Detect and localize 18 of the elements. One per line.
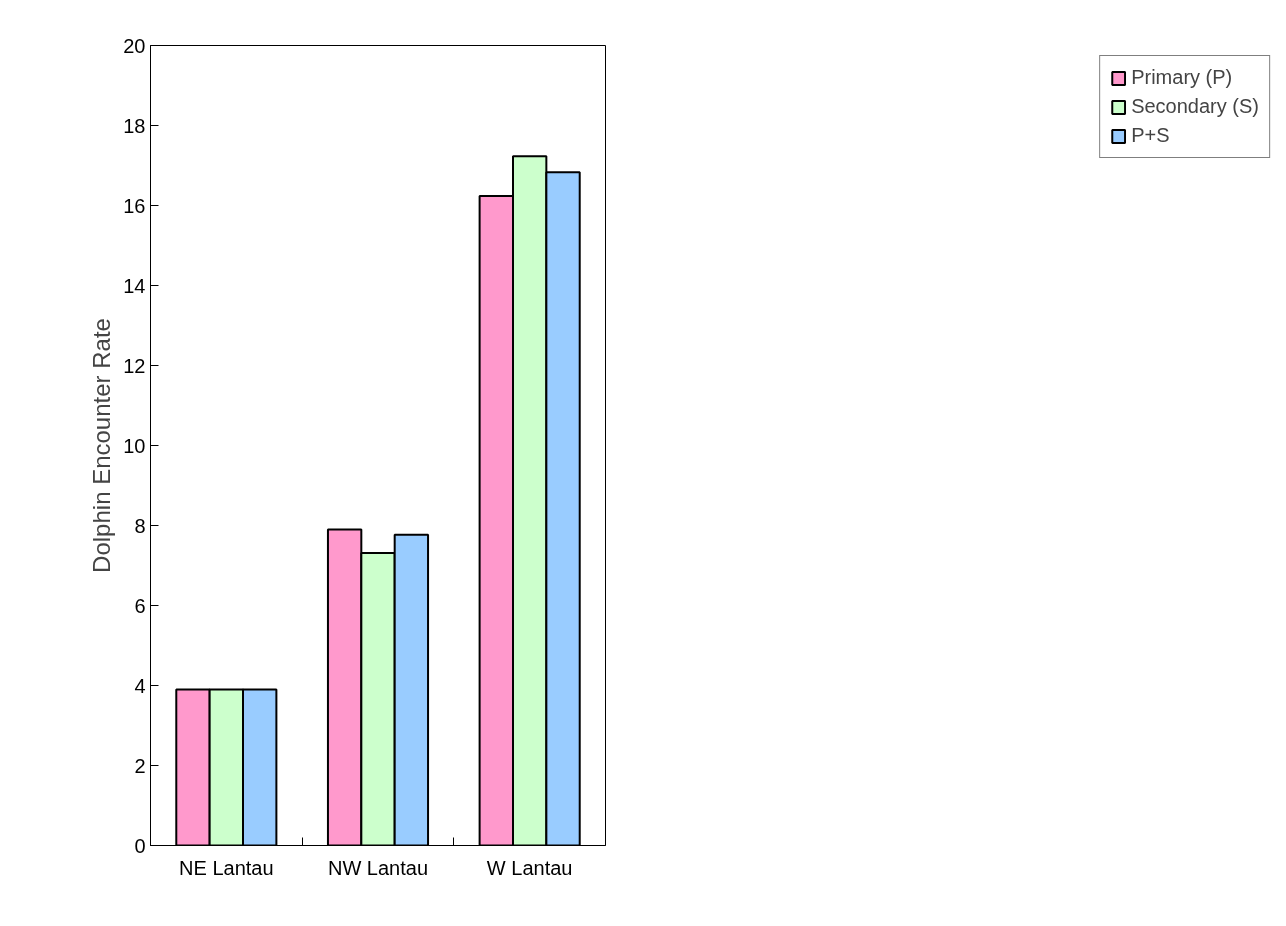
legend-label: Primary (P) [1131, 66, 1233, 89]
y-tick-label: 4 [134, 674, 146, 697]
x-tick-label: W Lantau [486, 856, 573, 879]
y-tick-label: 10 [123, 434, 146, 457]
x-tick-label: NE Lantau [179, 856, 274, 879]
y-axis-title: Dolphin Encounter Rate [88, 318, 116, 573]
y-tick-label: 16 [123, 194, 146, 217]
y-tick-label: 6 [134, 594, 146, 617]
y-tick-label: 18 [123, 114, 146, 137]
y-tick-label: 8 [134, 514, 146, 537]
y-tick-label: 20 [123, 34, 146, 57]
y-tick-label: 12 [123, 354, 146, 377]
legend-label: P+S [1131, 124, 1170, 147]
y-tick-label: 0 [134, 834, 146, 857]
y-tick-label: 14 [123, 274, 146, 297]
y-tick-label: 2 [134, 754, 146, 777]
x-tick-label: NW Lantau [327, 856, 429, 879]
legend-label: Secondary (S) [1131, 95, 1259, 118]
